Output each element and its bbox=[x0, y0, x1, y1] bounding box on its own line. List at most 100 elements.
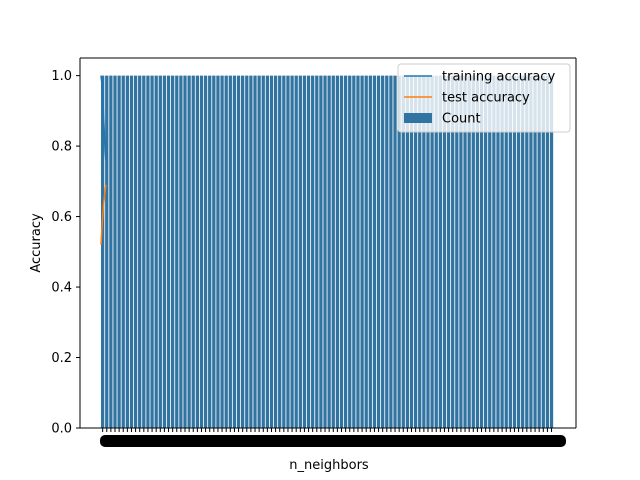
bar bbox=[434, 75, 438, 429]
bar bbox=[508, 75, 512, 429]
bar bbox=[203, 75, 208, 429]
bar bbox=[426, 75, 430, 429]
bar bbox=[162, 75, 167, 429]
bar bbox=[422, 75, 426, 429]
bar bbox=[413, 75, 418, 429]
bar bbox=[409, 75, 414, 429]
bar bbox=[216, 75, 220, 429]
bar bbox=[537, 75, 541, 429]
bar bbox=[471, 75, 475, 429]
bar bbox=[187, 75, 191, 429]
bar bbox=[228, 75, 232, 429]
bar bbox=[360, 75, 364, 429]
legend-label: test accuracy bbox=[442, 91, 530, 106]
bar bbox=[158, 75, 162, 429]
bar bbox=[208, 75, 212, 429]
y-tick-label: 0.0 bbox=[51, 422, 72, 437]
bar bbox=[236, 75, 241, 429]
bar bbox=[306, 75, 311, 429]
bar bbox=[101, 75, 105, 429]
bar bbox=[385, 75, 389, 429]
bar bbox=[393, 75, 397, 429]
bar bbox=[311, 75, 315, 429]
y-axis-label: Accuracy bbox=[29, 213, 44, 273]
x-axis-label: n_neighbors bbox=[289, 458, 369, 473]
bar bbox=[381, 75, 385, 429]
bar bbox=[389, 75, 393, 429]
bar bbox=[146, 75, 150, 429]
bar bbox=[475, 75, 480, 429]
bar bbox=[282, 75, 286, 429]
bar bbox=[224, 75, 228, 429]
bar bbox=[290, 75, 294, 429]
bar bbox=[500, 75, 504, 429]
bar bbox=[541, 75, 545, 429]
bar bbox=[133, 75, 138, 429]
bar bbox=[179, 75, 183, 429]
bar bbox=[278, 75, 282, 429]
bar bbox=[368, 75, 372, 429]
bar bbox=[195, 75, 200, 429]
bar bbox=[455, 75, 459, 429]
bar bbox=[249, 75, 253, 429]
bar bbox=[315, 75, 319, 429]
bar bbox=[438, 75, 442, 429]
legend-label: training accuracy bbox=[442, 70, 555, 85]
lines-layer bbox=[100, 75, 107, 245]
y-tick-label: 1.0 bbox=[51, 69, 72, 84]
bar bbox=[125, 75, 129, 429]
bar bbox=[516, 75, 521, 429]
bar bbox=[467, 75, 471, 429]
bar bbox=[298, 75, 302, 429]
bar bbox=[154, 75, 158, 429]
bar bbox=[352, 75, 356, 429]
bar bbox=[529, 75, 533, 429]
bar bbox=[331, 75, 335, 429]
bar bbox=[488, 75, 492, 429]
x-tick-labels-overlap bbox=[100, 435, 566, 447]
bar bbox=[109, 75, 113, 429]
y-ticks-layer: 0.0 0.2 0.4 0.6 0.8 1.0 bbox=[51, 69, 80, 437]
legend-label: Count bbox=[442, 112, 481, 127]
bar bbox=[319, 75, 323, 429]
bar bbox=[446, 75, 451, 429]
bar bbox=[171, 75, 175, 429]
bar bbox=[302, 75, 307, 429]
bar bbox=[199, 75, 204, 429]
bar bbox=[418, 75, 422, 429]
bar bbox=[129, 75, 134, 429]
bar bbox=[397, 75, 401, 429]
y-tick-label: 0.4 bbox=[51, 281, 72, 296]
bar bbox=[545, 75, 550, 429]
bar bbox=[496, 75, 500, 429]
bar bbox=[479, 75, 484, 429]
bar bbox=[459, 75, 463, 429]
bars-layer bbox=[101, 75, 554, 429]
bar bbox=[245, 75, 249, 429]
bar bbox=[257, 75, 261, 429]
bar bbox=[212, 75, 216, 429]
y-tick-label: 0.6 bbox=[51, 210, 72, 225]
bar bbox=[525, 75, 529, 429]
bar bbox=[343, 75, 348, 429]
bar bbox=[286, 75, 290, 429]
bar bbox=[121, 75, 125, 429]
bar bbox=[261, 75, 265, 429]
bar bbox=[533, 75, 537, 429]
bar bbox=[166, 75, 171, 429]
training-accuracy-line bbox=[100, 75, 107, 161]
bar bbox=[113, 75, 117, 429]
bar bbox=[549, 75, 554, 429]
bar bbox=[376, 75, 381, 429]
bar bbox=[348, 75, 352, 429]
bar bbox=[504, 75, 508, 429]
legend-patch-swatch bbox=[404, 113, 432, 123]
bar bbox=[451, 75, 455, 429]
bar bbox=[150, 75, 154, 429]
bar bbox=[405, 75, 410, 429]
legend: training accuracy test accuracy Count bbox=[397, 63, 571, 133]
bar bbox=[442, 75, 447, 429]
bar bbox=[401, 75, 405, 429]
